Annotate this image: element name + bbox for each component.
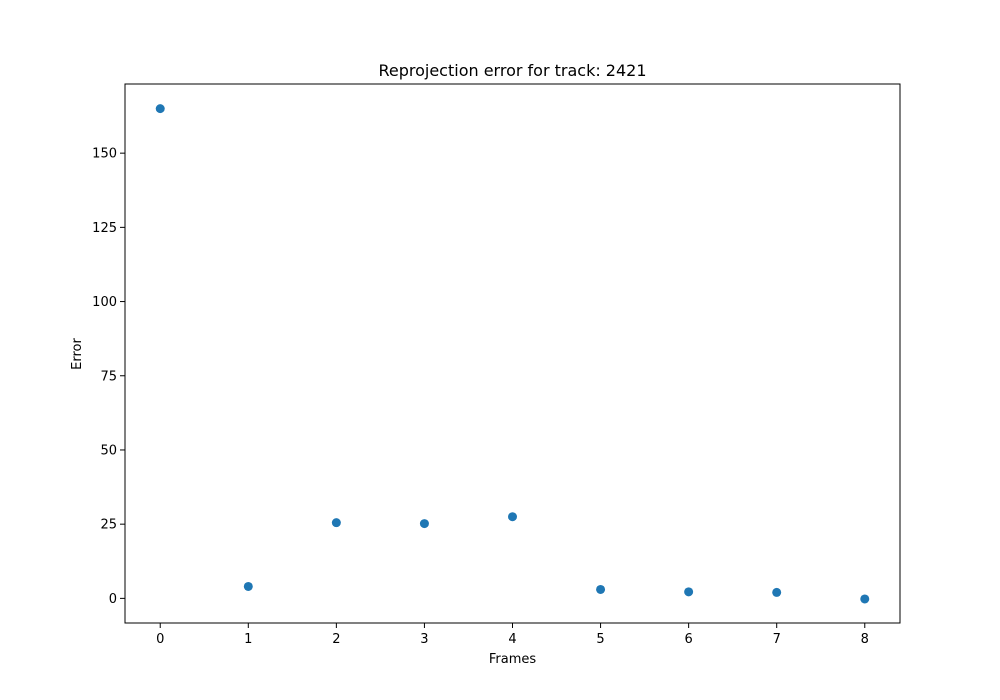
axes-frame bbox=[124, 83, 901, 624]
data-point-6 bbox=[684, 587, 694, 597]
data-point-2 bbox=[331, 518, 341, 528]
data-point-0 bbox=[155, 104, 165, 114]
y-tick-label-0: 0 bbox=[109, 592, 117, 607]
y-tick-label-6: 150 bbox=[92, 147, 117, 162]
y-tick-label-5: 125 bbox=[92, 221, 117, 236]
x-tick-label-5: 5 bbox=[596, 632, 604, 647]
y-tick-label-4: 100 bbox=[92, 295, 117, 310]
data-point-3 bbox=[419, 519, 429, 529]
x-tick-label-4: 4 bbox=[508, 632, 516, 647]
x-tick-label-2: 2 bbox=[332, 632, 340, 647]
x-tick-label-6: 6 bbox=[684, 632, 692, 647]
data-point-5 bbox=[596, 584, 606, 594]
x-tick-label-0: 0 bbox=[156, 632, 164, 647]
chart-title: Reprojection error for track: 2421 bbox=[378, 61, 646, 80]
y-tick-label-3: 75 bbox=[100, 369, 117, 384]
y-axis-label: Error bbox=[70, 338, 85, 370]
x-tick-label-7: 7 bbox=[773, 632, 781, 647]
x-tick-label-1: 1 bbox=[244, 632, 252, 647]
plot-area: 0 1 2 3 4 5 6 7 8 0 25 50 75 100 125 150 bbox=[92, 83, 901, 647]
data-point-8 bbox=[860, 594, 870, 604]
data-point-4 bbox=[508, 512, 517, 522]
x-tick-label-3: 3 bbox=[420, 632, 428, 647]
x-tick-label-8: 8 bbox=[861, 632, 869, 647]
x-axis-label: Frames bbox=[489, 652, 537, 667]
data-point-1 bbox=[243, 581, 253, 591]
data-point-7 bbox=[772, 587, 782, 597]
y-tick-label-1: 25 bbox=[100, 518, 117, 533]
y-tick-label-2: 50 bbox=[100, 443, 117, 458]
